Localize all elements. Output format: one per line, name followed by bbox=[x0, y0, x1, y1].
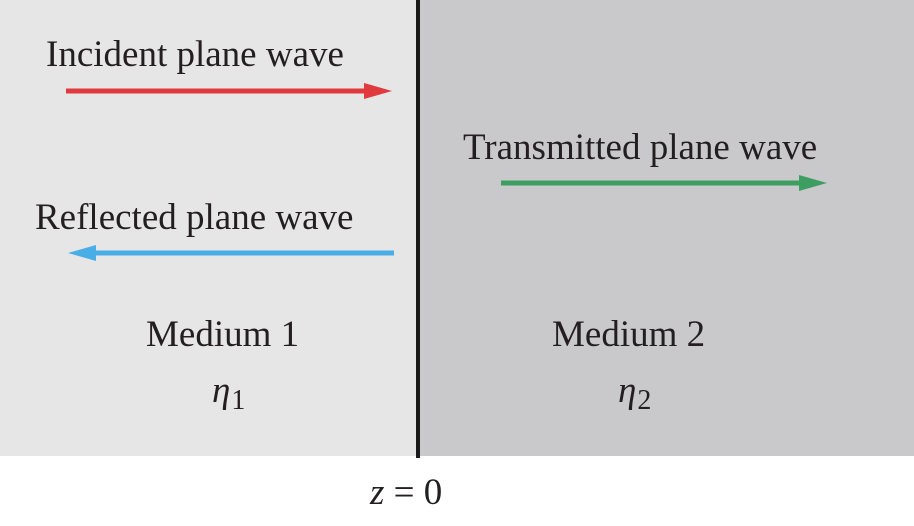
z-equals-value: = 0 bbox=[384, 472, 443, 513]
reflected-wave-arrow bbox=[68, 245, 394, 261]
eta1-symbol-letter: η bbox=[212, 370, 231, 411]
incident-wave-label: Incident plane wave bbox=[46, 34, 344, 75]
medium-1-region bbox=[0, 0, 418, 456]
medium-1-label: Medium 1 bbox=[146, 314, 300, 355]
transmitted-wave-arrow bbox=[501, 175, 827, 191]
eta1-symbol: η1 bbox=[212, 372, 245, 415]
reflected-wave-label: Reflected plane wave bbox=[35, 197, 354, 238]
interface-line bbox=[416, 0, 420, 458]
medium-2-region bbox=[418, 0, 914, 456]
medium-2-label: Medium 2 bbox=[552, 314, 706, 355]
eta2-subscript: 2 bbox=[637, 385, 652, 416]
eta2-symbol: η2 bbox=[618, 372, 651, 415]
z-variable: z bbox=[370, 472, 385, 513]
eta2-symbol-letter: η bbox=[618, 370, 637, 411]
transmitted-wave-label: Transmitted plane wave bbox=[463, 127, 818, 168]
eta1-subscript: 1 bbox=[231, 385, 246, 416]
incident-wave-arrow bbox=[66, 83, 392, 99]
z-equals-zero-label: z = 0 bbox=[370, 474, 442, 511]
